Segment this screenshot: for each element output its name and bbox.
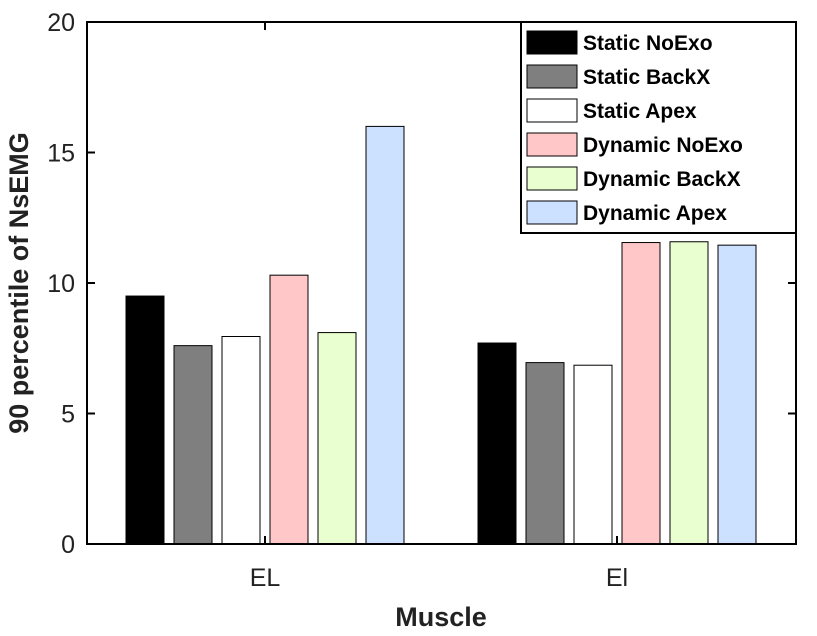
legend-swatch [526,64,578,89]
bar-static-apex-el [573,364,613,545]
bar-dynamic-noexo-el [621,242,661,545]
legend-label: Dynamic NoExo [583,134,743,157]
y-tick-label: 15 [47,140,75,168]
y-tick-label: 20 [47,9,75,37]
ticks-layer: 0 5 10 15 20 EL El [47,9,796,592]
x-axis-title: Muscle [395,602,487,632]
bar-static-noexo-el [125,295,165,545]
y-tick-label: 5 [61,401,75,429]
bar-dynamic-backx-el [317,332,357,545]
legend: Static NoExo Static BackX Static Apex Dynam… [520,21,797,234]
bar-dynamic-apex-el [717,244,757,545]
y-tick-label: 10 [47,270,75,298]
bar-static-backx-el [525,362,565,545]
x-tick-label: El [606,564,628,592]
bar-static-apex-el [221,336,261,545]
legend-box [520,21,797,234]
legend-label: Static Apex [583,100,697,123]
bars-layer [125,125,757,545]
legend-swatch [526,166,578,191]
bar-static-backx-el [173,345,213,545]
y-axis-title: 90 percentile of NsEMG [4,132,34,434]
legend-label: Static NoExo [583,32,713,55]
legend-swatch [526,98,578,123]
legend-label: Dynamic BackX [583,168,741,191]
x-tick-label: EL [250,564,281,592]
bar-dynamic-backx-el [669,241,709,545]
y-tick-label: 0 [61,531,75,559]
legend-label: Static BackX [583,66,710,89]
legend-label: Dynamic Apex [583,202,727,225]
bar-static-noexo-el [477,342,517,545]
legend-swatch [526,30,578,55]
legend-swatch [526,200,578,225]
legend-swatch [526,132,578,157]
bar-dynamic-noexo-el [269,274,309,545]
bar-dynamic-apex-el [365,125,405,545]
